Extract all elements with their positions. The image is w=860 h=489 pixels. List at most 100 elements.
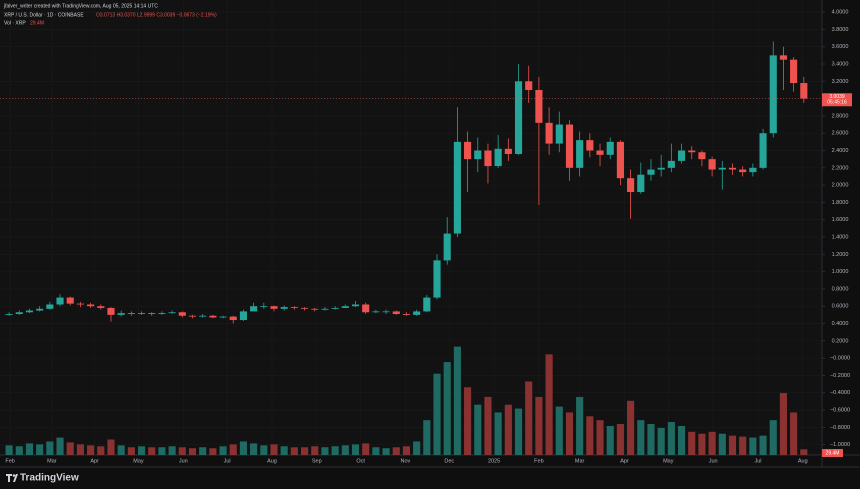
x-tick-label: Jun [179, 458, 188, 464]
candle-body [627, 178, 635, 193]
y-tick-label: 0.8000 [832, 286, 849, 292]
volume-bar [484, 396, 492, 455]
candle-body [5, 314, 13, 315]
y-tick-label: 0.4000 [832, 321, 849, 327]
candle-body [769, 55, 777, 134]
candle-body [351, 304, 360, 307]
candle-body [616, 141, 624, 179]
volume-bar [688, 431, 696, 455]
y-tick-label: 0.2000 [832, 338, 849, 344]
candle-body [290, 307, 298, 308]
y-tick-label: 4.0000 [832, 10, 849, 16]
volume-bar [535, 396, 543, 455]
volume-bar [728, 435, 737, 455]
y-tick-label: 3.6000 [832, 44, 849, 50]
candle-body [504, 148, 512, 154]
volume-bar [351, 444, 360, 455]
volume-bar [739, 436, 747, 455]
candle-body [97, 306, 105, 308]
x-tick-label: Dec [444, 458, 454, 464]
volume-bar [443, 362, 451, 455]
y-tick-label: 1.2000 [832, 252, 849, 258]
volume-bar [188, 448, 197, 455]
volume-bar [708, 431, 716, 455]
volume-bar [596, 420, 604, 455]
candle-body [484, 150, 492, 167]
x-tick-label: Oct [356, 458, 365, 464]
candle-body [301, 307, 309, 309]
volume-bar [769, 420, 777, 455]
volume-bar [504, 404, 512, 455]
volume-bar [15, 446, 23, 455]
y-tick-label: 2.6000 [832, 131, 849, 137]
candle-body [514, 81, 523, 154]
candle-body [413, 311, 421, 315]
volume-title: Vol · XRP [4, 20, 26, 26]
x-tick-label: Sep [312, 458, 322, 464]
volume-bar [667, 422, 675, 455]
ohlc-readout: O3.0713 H3.0370 L2.9999 C3.0039 −0.0673 … [96, 12, 217, 18]
volume-bar [372, 447, 380, 455]
candle-body [525, 81, 533, 90]
y-tick-label: 1.8000 [832, 200, 849, 206]
candle-body [137, 313, 146, 315]
volume-bar [576, 396, 584, 455]
volume-bar [260, 445, 268, 455]
volume-bar [464, 387, 472, 455]
volume-bar [311, 446, 319, 455]
volume-bar [382, 448, 390, 455]
logo-dot [12, 474, 16, 477]
candle-body [127, 313, 135, 315]
candle-body [66, 297, 74, 304]
volume-bar [127, 447, 135, 455]
candle-body [576, 140, 584, 168]
y-tick-label: 2.8000 [832, 113, 849, 119]
volume-bar [46, 441, 54, 455]
candle-body [800, 83, 808, 99]
volume-bar [413, 441, 421, 455]
x-tick-label: Feb [534, 458, 543, 464]
candle-body [76, 303, 84, 305]
volume-bar [301, 447, 309, 455]
volume-bar [87, 445, 95, 455]
candle-body [708, 159, 716, 170]
last-price-badge [822, 93, 852, 107]
plot-area [0, 0, 822, 455]
candle-body [688, 150, 696, 153]
volume-bar [586, 416, 594, 455]
volume-bar [5, 445, 13, 455]
y-tick-label: −0.2000 [830, 373, 850, 379]
volume-bar [331, 446, 339, 455]
volume-bar [341, 445, 349, 455]
volume-bar [565, 412, 574, 455]
y-tick-label: 3.8000 [832, 27, 849, 33]
volume-bar [107, 439, 115, 455]
volume-bar [219, 446, 227, 455]
candle-body [667, 160, 675, 168]
volume-bar [97, 446, 105, 455]
candle-body [698, 152, 706, 160]
volume-bar [749, 437, 757, 455]
volume-bar [616, 424, 624, 455]
volume-bar [657, 427, 665, 455]
volume-bar [280, 446, 288, 455]
candle-body [178, 312, 186, 316]
candle-body [596, 150, 604, 155]
candle-body [117, 313, 125, 315]
volume-bar [76, 444, 84, 455]
y-tick-label: 1.4000 [832, 234, 849, 240]
volume-bar [209, 448, 217, 455]
y-tick-label: −0.6000 [830, 407, 850, 413]
x-tick-label: Nov [401, 458, 411, 464]
volume-bar [36, 444, 44, 455]
volume-bar [199, 447, 207, 455]
candle-body [647, 169, 655, 175]
x-tick-label: Jun [709, 458, 718, 464]
candle-body [433, 260, 441, 298]
candle-body [199, 315, 207, 317]
volume-bar [494, 412, 502, 455]
candle-body [545, 122, 553, 144]
x-tick-label: Jul [224, 458, 231, 464]
volume-bar [514, 408, 523, 455]
candle-body [474, 150, 482, 160]
